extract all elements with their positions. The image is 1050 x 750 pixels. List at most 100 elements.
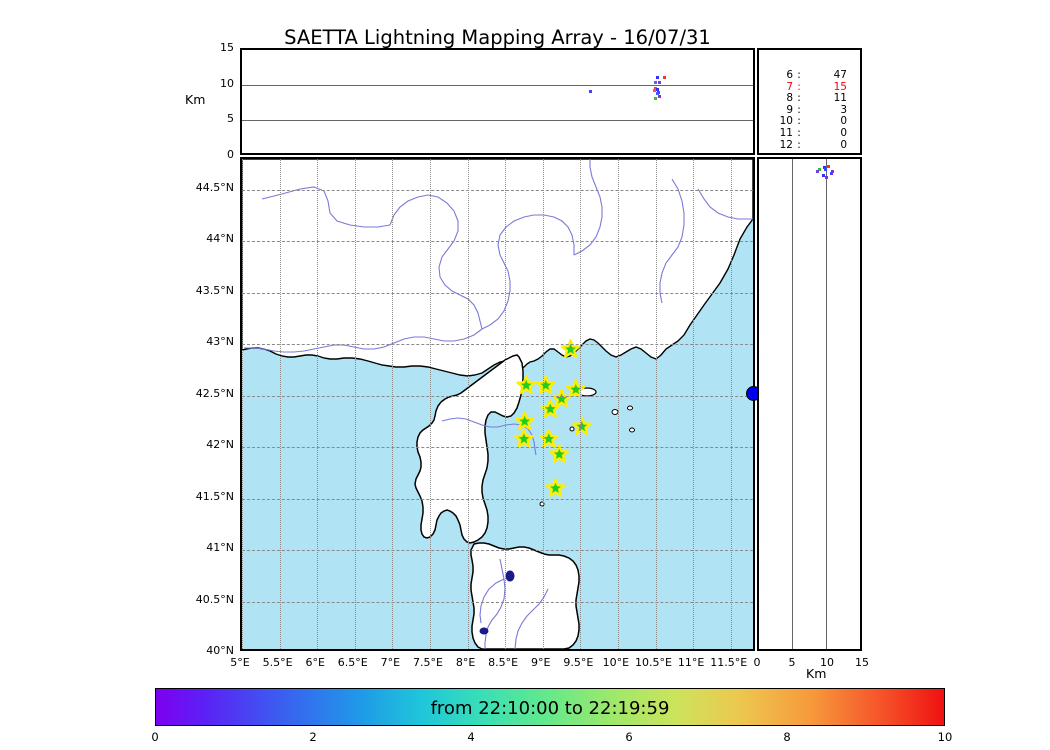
map-gridline-lat bbox=[242, 241, 753, 243]
station-count-value: 0 bbox=[840, 138, 847, 151]
longitude-tick: 11.5°E bbox=[710, 656, 748, 669]
colorbar-tick: 8 bbox=[783, 730, 791, 744]
station-marker[interactable] bbox=[551, 388, 572, 408]
right-panel-tick: 10 bbox=[820, 656, 834, 669]
source-point bbox=[657, 94, 661, 98]
station-marker[interactable] bbox=[572, 416, 592, 436]
longitude-tick: 5°E bbox=[230, 656, 250, 669]
map-gridline-lon bbox=[317, 159, 319, 649]
station-count-separator: : bbox=[797, 115, 801, 128]
colorbar-tick: 0 bbox=[151, 730, 159, 744]
right-panel-tick: 15 bbox=[855, 656, 869, 669]
station-count-row: 11: 0 bbox=[767, 126, 855, 140]
source-point bbox=[653, 89, 657, 93]
station-count-separator: : bbox=[797, 138, 801, 151]
station-count-value: 0 bbox=[840, 115, 847, 128]
map-gridline-lon bbox=[279, 159, 281, 649]
altitude-tick: 0 bbox=[227, 148, 234, 161]
map-gridline-lon bbox=[580, 159, 582, 649]
station-count-separator: : bbox=[797, 80, 801, 93]
station-marker[interactable] bbox=[540, 398, 561, 418]
colorbar[interactable] bbox=[155, 688, 945, 726]
station-count-row: 10: 0 bbox=[767, 116, 855, 128]
latitude-tick: 41°N bbox=[206, 541, 234, 555]
station-count-key: 11 bbox=[779, 126, 793, 139]
map-gridline-lon bbox=[392, 159, 394, 649]
gridline-10km bbox=[242, 85, 753, 86]
page-title: SAETTA Lightning Mapping Array - 16/07/3… bbox=[284, 26, 711, 49]
map-gridline-lon bbox=[242, 159, 243, 649]
source-point bbox=[657, 90, 660, 94]
altitude-axis-label: Km bbox=[185, 92, 206, 107]
station-count-key: 7 bbox=[786, 80, 793, 93]
station-marker[interactable] bbox=[560, 339, 581, 358]
source-point bbox=[831, 169, 834, 173]
station-count-separator: : bbox=[797, 92, 801, 105]
source-point bbox=[824, 176, 828, 180]
source-point bbox=[663, 75, 667, 79]
source-point bbox=[655, 92, 659, 95]
source-point bbox=[817, 167, 821, 171]
longitude-tick: 6.5°E bbox=[337, 656, 368, 669]
source-point bbox=[824, 167, 827, 171]
altitude-longitude-panel[interactable] bbox=[240, 48, 755, 155]
map-gridline-lon bbox=[505, 159, 507, 649]
station-count-separator: : bbox=[797, 69, 801, 81]
source-point bbox=[656, 87, 660, 91]
landmass-group bbox=[242, 159, 753, 649]
gridline-10km-right bbox=[826, 159, 827, 649]
station-count-row: 7: 15 bbox=[767, 80, 855, 94]
map-panel[interactable] bbox=[240, 157, 755, 651]
station-count-row: 6: 47 bbox=[767, 69, 855, 82]
corsica-island bbox=[414, 354, 524, 544]
station-marker[interactable] bbox=[545, 478, 566, 497]
map-gridline-lon bbox=[693, 159, 695, 649]
lake-a bbox=[505, 570, 515, 582]
station-marker[interactable] bbox=[538, 428, 559, 448]
station-count-key: 12 bbox=[779, 138, 793, 151]
station-marker[interactable] bbox=[516, 375, 536, 394]
station-count-value: 0 bbox=[840, 126, 847, 139]
map-gridline-lon bbox=[730, 159, 732, 649]
lake-group bbox=[479, 570, 515, 635]
sardinia-island bbox=[470, 542, 580, 649]
longitude-tick: 11°E bbox=[677, 656, 705, 669]
longitude-tick: 8.5°E bbox=[488, 656, 519, 669]
latitude-tick: 43.5°N bbox=[195, 283, 234, 297]
source-point bbox=[588, 89, 592, 93]
source-point bbox=[654, 81, 657, 85]
map-gridline-lat bbox=[242, 189, 753, 191]
map-geography bbox=[242, 159, 753, 649]
map-gridline-lat bbox=[242, 395, 753, 397]
station-count-key: 6 bbox=[786, 69, 793, 81]
longitude-tick: 7°E bbox=[380, 656, 401, 669]
longitude-tick: 10.5°E bbox=[635, 656, 672, 669]
right-panel-tick: 5 bbox=[788, 656, 796, 669]
station-count-row: 12: 0 bbox=[767, 138, 855, 152]
station-marker[interactable] bbox=[514, 411, 535, 430]
station-marker[interactable] bbox=[514, 428, 534, 448]
map-gridline-lon bbox=[354, 159, 356, 649]
right-panel-axis-label: Km bbox=[806, 666, 827, 681]
mainland-europe bbox=[242, 159, 753, 377]
station-count-row: 9: 3 bbox=[767, 103, 855, 117]
source-point bbox=[815, 169, 819, 173]
small-island-b bbox=[627, 405, 633, 411]
latitude-tick: 43°N bbox=[206, 335, 234, 349]
map-gridline-lat bbox=[242, 601, 753, 603]
station-marker[interactable] bbox=[535, 375, 556, 394]
altitude-latitude-panel[interactable] bbox=[757, 157, 862, 651]
colorbar-tick: 10 bbox=[937, 730, 953, 744]
station-count-key: 9 bbox=[786, 103, 793, 116]
longitude-tick: 10°E bbox=[602, 656, 630, 669]
colorbar-tick: 6 bbox=[625, 730, 633, 744]
station-count-row: 8: 11 bbox=[767, 93, 855, 105]
station-marker[interactable] bbox=[549, 444, 570, 463]
station-marker[interactable] bbox=[566, 379, 586, 399]
colorbar-time-label: from 22:10:00 to 22:19:59 bbox=[430, 698, 670, 719]
river-network bbox=[244, 159, 753, 649]
longitude-tick: 7.5°E bbox=[412, 656, 443, 669]
station-count-value: 3 bbox=[840, 103, 847, 116]
station-count-panel[interactable]: 6:47 7:15 8:11 9:3 10:0 11:0 12:0 bbox=[757, 48, 862, 155]
station-count-value: 11 bbox=[833, 92, 847, 105]
